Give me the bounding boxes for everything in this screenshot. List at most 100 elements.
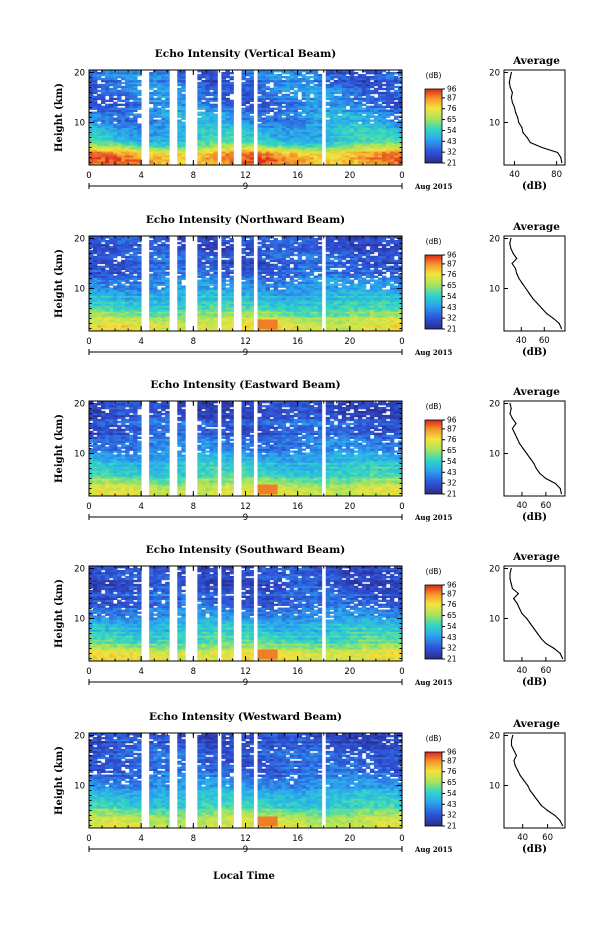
heatmap-cell: [117, 279, 122, 282]
heatmap-cell: [197, 157, 202, 160]
heatmap-cell: [161, 101, 166, 105]
heatmap-cell: [241, 135, 246, 138]
heatmap-cell: [93, 153, 98, 156]
heatmap-cell: [333, 111, 339, 114]
heatmap-cell: [93, 157, 98, 160]
heatmap-cell: [373, 309, 379, 312]
heatmap-cell: [329, 133, 335, 136]
heatmap-cell: [153, 129, 158, 132]
heatmap-cell: [201, 305, 206, 308]
heatmap-cell: [397, 133, 403, 136]
heatmap-cell: [257, 131, 262, 134]
heatmap-cell: [317, 149, 323, 152]
heatmap-cell: [305, 301, 311, 304]
heatmap-cell: [249, 75, 254, 79]
heatmap-cell: [389, 87, 395, 91]
heatmap-cell: [369, 309, 375, 312]
heatmap-cell: [197, 285, 202, 288]
heatmap-cell: [349, 159, 355, 162]
heatmap-cell: [161, 283, 166, 286]
heatmap-cell: [309, 317, 315, 320]
heatmap-cell: [309, 147, 315, 150]
heatmap-cell: [393, 301, 399, 304]
heatmap-cell: [389, 137, 395, 140]
heatmap-cell: [261, 119, 266, 122]
heatmap-cell: [389, 131, 395, 134]
heatmap-cell: [201, 83, 206, 87]
heatmap-cell: [361, 115, 367, 118]
heatmap-cell: [137, 307, 142, 310]
heatmap-cell: [357, 117, 363, 120]
heatmap-cell: [165, 101, 170, 105]
heatmap-cell: [293, 105, 299, 109]
heatmap-cell: [285, 113, 291, 116]
heatmap-cell: [337, 125, 343, 128]
heatmap-cell: [385, 121, 391, 124]
heatmap-cell: [105, 109, 110, 112]
heatmap-cell: [389, 135, 395, 138]
heatmap-cell: [265, 149, 270, 152]
heatmap-cell: [201, 161, 206, 164]
heatmap-cell: [229, 139, 234, 142]
heatmap-cell: [101, 71, 106, 75]
heatmap-cell: [281, 133, 287, 136]
heatmap-cell: [281, 315, 287, 318]
heatmap-cell: [205, 161, 210, 164]
heatmap-cell: [353, 101, 359, 105]
heatmap-cell: [293, 305, 299, 308]
heatmap-cell: [121, 77, 126, 81]
heatmap-cell: [281, 303, 287, 306]
heatmap-cell: [181, 285, 186, 288]
heatmap-cell: [133, 283, 138, 286]
heatmap-cell: [269, 77, 274, 81]
heatmap-cell: [265, 153, 270, 156]
heatmap-cell: [337, 149, 343, 152]
heatmap-cell: [149, 157, 154, 160]
heatmap-cell: [289, 125, 295, 128]
heatmap-cell: [313, 305, 319, 308]
heatmap-cell: [229, 131, 234, 134]
heatmap-cell: [277, 91, 283, 95]
heatmap-cell: [197, 147, 202, 150]
heatmap-cell: [209, 70, 214, 73]
heatmap-cell: [229, 281, 234, 284]
heatmap-cell: [337, 141, 343, 144]
heatmap-cell: [353, 105, 359, 109]
heatmap-cell: [345, 317, 351, 320]
heatmap-cell: [385, 83, 391, 87]
heatmap-cell: [357, 75, 363, 79]
heatmap-cell: [373, 283, 379, 286]
heatmap-cell: [329, 73, 335, 77]
heatmap-cell: [281, 291, 287, 294]
heatmap-cell: [257, 303, 262, 306]
heatmap-cell: [377, 315, 383, 318]
heatmap-cell: [309, 307, 315, 310]
heatmap-cell: [341, 277, 347, 280]
heatmap-cell: [285, 127, 291, 130]
heatmap-cell: [105, 121, 110, 124]
heatmap-cell: [129, 283, 134, 286]
heatmap-cell: [273, 305, 278, 308]
heatmap-cell: [353, 85, 359, 89]
heatmap-cell: [269, 101, 274, 105]
heatmap-cell: [221, 97, 226, 101]
heatmap-cell: [109, 77, 114, 81]
heatmap-cell: [101, 299, 106, 302]
heatmap-cell: [213, 319, 218, 322]
heatmap-cell: [261, 79, 266, 83]
heatmap-cell: [277, 317, 283, 320]
heatmap-cell: [209, 283, 214, 286]
heatmap-cell: [161, 295, 166, 298]
heatmap-cell: [249, 289, 254, 292]
heatmap-cell: [105, 147, 110, 150]
heatmap-cell: [241, 141, 246, 144]
heatmap-cell: [121, 143, 126, 146]
heatmap-cell: [325, 297, 331, 300]
heatmap-cell: [313, 139, 319, 142]
heatmap-cell: [337, 299, 343, 302]
heatmap-cell: [345, 75, 351, 79]
heatmap-cell: [213, 87, 218, 91]
heatmap-cell: [393, 77, 399, 81]
heatmap-cell: [245, 141, 250, 144]
heatmap-cell: [377, 137, 383, 140]
